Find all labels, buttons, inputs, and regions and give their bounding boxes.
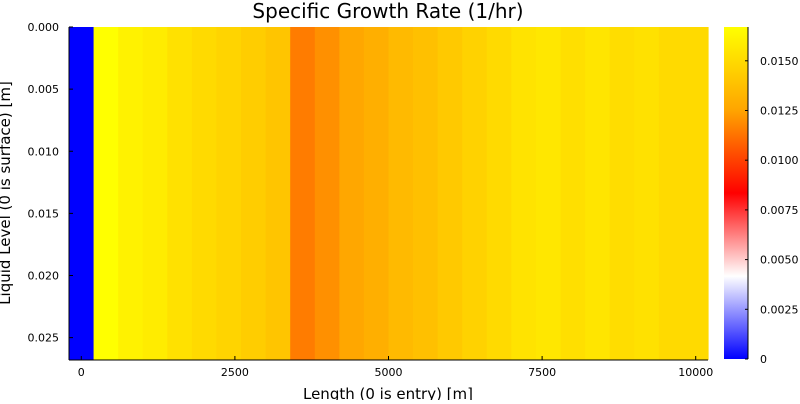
x-tick-label: 7500 — [528, 366, 556, 379]
x-tick-label: 0 — [78, 366, 85, 379]
heatmap-cell-9 — [290, 27, 316, 360]
x-axis-label: Length (0 is entry) [m] — [303, 385, 473, 400]
heatmap-cell-15 — [437, 27, 463, 360]
heatmap-cell-19 — [535, 27, 562, 360]
heatmap-cell-23 — [634, 27, 660, 360]
colorbar-tick-label: 0.0150 — [760, 55, 799, 68]
x-tick-label: 10000 — [678, 366, 713, 379]
heatmap-cell-8 — [265, 27, 291, 360]
y-tick-label: 0.005 — [28, 83, 60, 96]
heatmap-cell-17 — [486, 27, 512, 360]
y-tick-label: 0.000 — [28, 21, 60, 34]
heatmap-cell-3 — [142, 27, 168, 360]
x-axis: 0 2500 5000 7500 10000 — [78, 356, 713, 379]
heatmap-cell-24 — [658, 27, 709, 360]
heatmap-cell-16 — [462, 27, 488, 360]
heatmap-cell-12 — [363, 27, 390, 360]
heatmap-cell-2 — [118, 27, 144, 360]
colorbar-gradient — [724, 27, 748, 359]
y-tick-label: 0.025 — [28, 332, 60, 345]
colorbar-tick-label: 0.0125 — [760, 104, 799, 117]
colorbar-tick-label: 0.0050 — [760, 254, 799, 267]
heatmap-cell-18 — [511, 27, 537, 360]
heatmap-cell-14 — [413, 27, 439, 360]
plot-area — [68, 27, 709, 361]
colorbar-tick-label: 0.0025 — [760, 303, 799, 316]
heatmap-cell-10 — [314, 27, 340, 360]
x-tick-label: 5000 — [375, 366, 403, 379]
y-tick-label: 0.010 — [28, 145, 60, 158]
colorbar-tick-label: 0.0100 — [760, 154, 799, 167]
colorbar: 0 0.0025 0.0050 0.0075 0.0100 0.0125 0.0150 — [724, 27, 799, 366]
heatmap-cell-11 — [339, 27, 365, 360]
heatmap-cell-1 — [93, 27, 119, 360]
heatmap-cell-20 — [560, 27, 586, 360]
y-axis-label: Liquid Level (0 is surface) [m] — [0, 81, 14, 305]
y-tick-label: 0.015 — [28, 207, 60, 220]
y-axis: 0.000 0.005 0.010 0.015 0.020 0.025 — [28, 21, 73, 345]
heatmap-cell-7 — [241, 27, 267, 360]
heatmap-cell-4 — [167, 27, 193, 360]
heatmap-cell-0 — [69, 27, 95, 360]
colorbar-tick-label: 0 — [760, 353, 767, 366]
chart-title: Specific Growth Rate (1/hr) — [252, 0, 523, 23]
heatmap-cell-13 — [388, 27, 414, 360]
y-tick-label: 0.020 — [28, 270, 60, 283]
heatmap-cell-21 — [585, 27, 611, 360]
heatmap-cell-5 — [191, 27, 218, 360]
colorbar-tick-label: 0.0075 — [760, 204, 799, 217]
heatmap-cell-6 — [216, 27, 242, 360]
heatmap-cell-22 — [609, 27, 635, 360]
x-tick-label: 2500 — [221, 366, 249, 379]
